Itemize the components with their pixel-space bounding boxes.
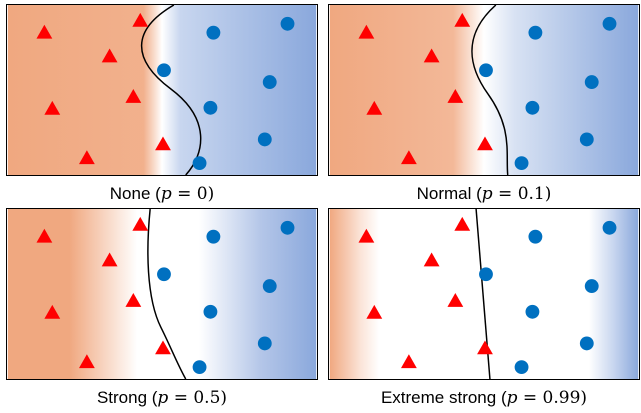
triangle-marker: [447, 293, 464, 307]
circles: [479, 16, 617, 171]
triangles: [358, 216, 493, 369]
triangles: [36, 12, 171, 165]
triangle-marker: [423, 252, 440, 267]
triangle-marker: [36, 228, 53, 243]
circle-marker: [602, 220, 617, 235]
triangle-marker: [125, 89, 142, 103]
triangle-marker: [36, 24, 53, 39]
triangle-marker: [78, 150, 95, 165]
circle-marker: [528, 229, 543, 244]
triangles: [358, 12, 493, 165]
triangles: [36, 216, 171, 369]
circle-marker: [514, 156, 529, 171]
triangle-marker: [358, 228, 375, 243]
triangle-marker: [400, 354, 417, 369]
triangle-marker: [132, 216, 149, 231]
caption-none: None (p = 0): [109, 184, 215, 204]
circle-marker: [514, 360, 529, 375]
circle-marker: [479, 63, 493, 78]
panel-normal-plot: [329, 5, 639, 175]
circles: [157, 16, 295, 171]
triangle-marker: [477, 340, 493, 355]
circle-marker: [203, 100, 218, 115]
triangle-marker: [366, 100, 383, 115]
triangle-marker: [125, 293, 142, 307]
circle-marker: [257, 132, 272, 147]
panel-extreme-plot: [329, 209, 639, 379]
triangle-marker: [454, 12, 471, 27]
triangle-marker: [477, 136, 493, 151]
triangle-marker: [358, 24, 375, 39]
triangle-marker: [44, 100, 61, 115]
triangle-marker: [101, 48, 118, 63]
circle-marker: [584, 279, 599, 294]
triangle-marker: [366, 304, 383, 319]
triangle-marker: [400, 150, 417, 165]
circle-marker: [262, 279, 277, 294]
circle-marker: [525, 304, 540, 319]
circle-marker: [206, 25, 221, 40]
decision-boundary: [140, 5, 202, 175]
triangle-marker: [78, 354, 95, 369]
circle-marker: [584, 75, 599, 90]
circle-marker: [525, 100, 540, 115]
circles: [479, 220, 617, 375]
circle-marker: [602, 16, 617, 31]
panel-normal: [328, 4, 640, 176]
panel-none-plot: [7, 5, 317, 175]
decision-boundary: [471, 5, 509, 175]
circle-marker: [257, 336, 272, 351]
circle-marker: [206, 229, 221, 244]
panel-strong: [6, 208, 318, 380]
panel-none: [6, 4, 318, 176]
panel-extreme: [328, 208, 640, 380]
circle-marker: [479, 267, 493, 282]
circle-marker: [280, 16, 295, 31]
circle-marker: [280, 220, 295, 235]
triangle-marker: [132, 12, 149, 27]
caption-strong: Strong (p = 0.5): [96, 388, 228, 408]
circle-marker: [528, 25, 543, 40]
circles: [157, 220, 295, 375]
circle-marker: [203, 304, 218, 319]
caption-normal: Normal (p = 0.1): [416, 184, 552, 204]
triangle-marker: [155, 340, 171, 355]
triangle-marker: [44, 304, 61, 319]
triangle-marker: [423, 48, 440, 63]
panel-strong-plot: [7, 209, 317, 379]
circle-marker: [579, 132, 594, 147]
circle-marker: [262, 75, 277, 90]
circle-marker: [579, 336, 594, 351]
triangle-marker: [101, 252, 118, 267]
circle-marker: [192, 156, 207, 171]
caption-extreme: Extreme strong (p = 0.99): [380, 388, 588, 408]
triangle-marker: [447, 89, 464, 103]
triangle-marker: [454, 216, 471, 231]
triangle-marker: [155, 136, 171, 151]
circle-marker: [192, 360, 207, 375]
decision-boundary: [147, 209, 187, 379]
circle-marker: [157, 267, 171, 282]
circle-marker: [157, 63, 171, 78]
